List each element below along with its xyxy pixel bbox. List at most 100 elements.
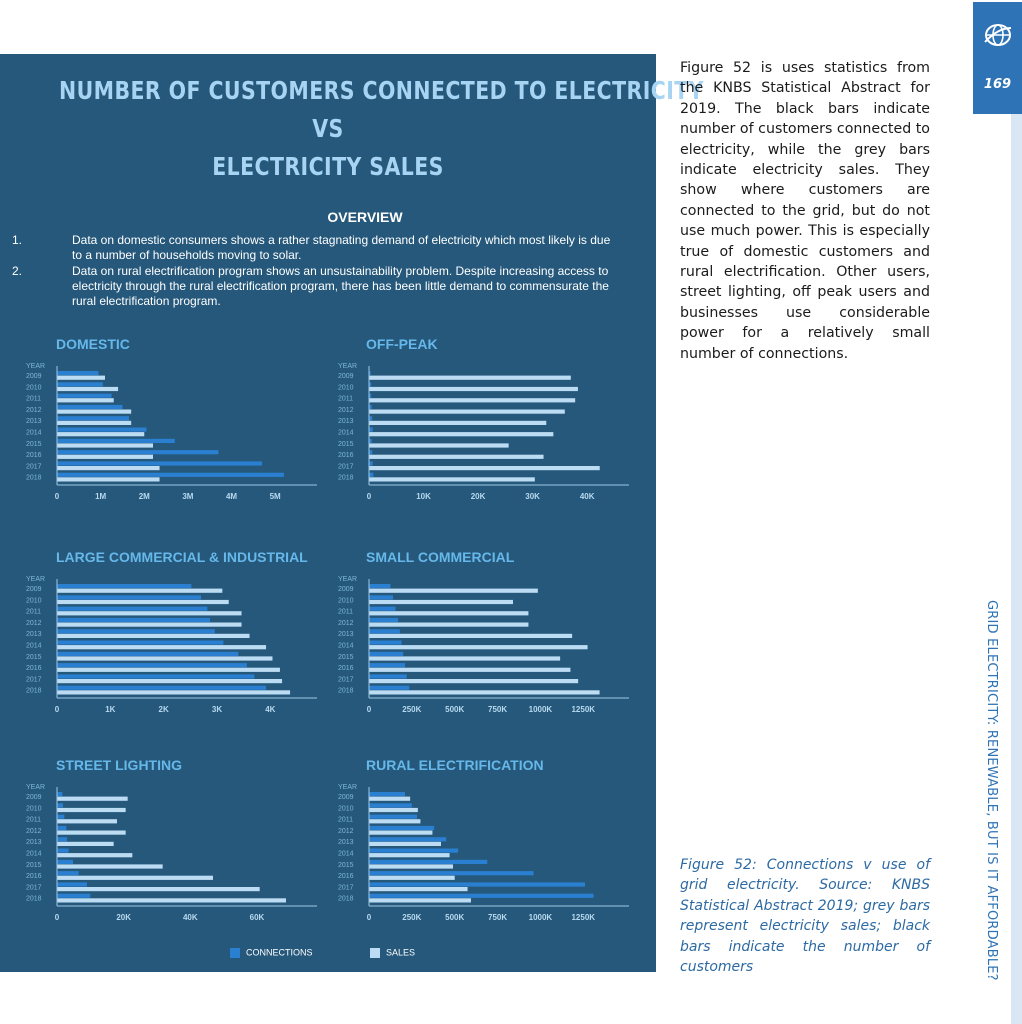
section-title: GRID ELECTRICITY: RENEWABLE, BUT IS IT A… <box>984 600 999 981</box>
bar-connections <box>369 371 371 376</box>
bar-sales <box>57 656 273 661</box>
infographic-panel: NUMBER OF CUSTOMERS CONNECTED TO ELECTRI… <box>0 54 703 972</box>
bar-sales <box>369 679 579 684</box>
bar-sales <box>57 386 119 392</box>
year-tick-label: 2013 <box>26 418 42 425</box>
year-tick-label: 2011 <box>26 396 41 403</box>
bar-sales <box>57 454 153 459</box>
bar-sales <box>369 420 547 425</box>
year-tick-label: 2013 <box>338 418 354 425</box>
bar-connections <box>57 825 67 831</box>
bar-sales <box>57 432 145 437</box>
x-tick-label: 750K <box>488 913 507 922</box>
year-tick-label: 2013 <box>26 631 42 638</box>
bar-connections <box>369 438 372 443</box>
title-line-2: VS <box>312 114 344 143</box>
bar-connections <box>57 371 99 376</box>
year-tick-label: 2016 <box>26 873 42 880</box>
year-tick-label: 2010 <box>26 805 42 812</box>
year-tick-label: 2017 <box>338 676 354 683</box>
bar-connections <box>369 382 372 387</box>
chart-street-lighting: YEAR 2009 2010 2011 2012 2013 2014 2015 2016 2017… <box>26 784 317 922</box>
page-number: 169 <box>983 77 1012 92</box>
bar-connections <box>57 674 255 679</box>
bar-connections <box>369 893 594 898</box>
bar-connections <box>57 893 91 898</box>
bar-connections <box>369 606 396 611</box>
bar-sales <box>57 853 133 858</box>
year-tick-label: 2009 <box>338 373 354 380</box>
x-tick-label: 1000K <box>529 913 553 922</box>
bar-connections <box>57 438 175 443</box>
x-tick-label: 0 <box>55 705 60 714</box>
side-strip <box>1011 114 1022 1024</box>
chart-title-small-commercial: SMALL COMMERCIAL <box>366 549 515 565</box>
bar-connections <box>369 450 373 455</box>
bar-connections <box>57 584 192 589</box>
year-tick-label: 2012 <box>26 828 42 835</box>
bar-connections <box>57 663 247 668</box>
year-tick-label: 2010 <box>338 597 354 604</box>
year-tick-label: 2018 <box>26 475 42 482</box>
bar-sales <box>57 807 126 813</box>
bar-sales <box>57 622 242 627</box>
legend-swatch-sales <box>370 947 380 958</box>
bar-connections <box>57 848 69 853</box>
year-tick-label: 2015 <box>338 654 354 661</box>
bar-sales <box>369 796 411 801</box>
year-tick-label: 2013 <box>338 839 354 846</box>
x-tick-label: 1000K <box>529 705 553 714</box>
x-tick-label: 3M <box>182 492 193 501</box>
bar-sales <box>369 667 571 672</box>
bar-connections <box>369 404 372 410</box>
year-tick-label: 2012 <box>26 620 42 627</box>
bar-sales <box>57 409 132 414</box>
chart-title-domestic: DOMESTIC <box>56 336 130 352</box>
x-tick-label: 30K <box>525 492 540 501</box>
bar-connections <box>369 792 405 797</box>
year-tick-label: 2010 <box>26 384 42 391</box>
chart-title-rural-electrification: RURAL ELECTRIFICATION <box>366 757 544 773</box>
bar-connections <box>369 837 447 842</box>
year-tick-label: 2011 <box>338 817 353 824</box>
bar-connections <box>57 404 123 410</box>
x-tick-label: 3K <box>212 705 222 714</box>
year-tick-label: 2012 <box>338 620 354 627</box>
x-tick-label: 1M <box>95 492 106 501</box>
globe-icon <box>984 24 1012 46</box>
x-tick-label: 5M <box>270 492 281 501</box>
bar-sales <box>369 611 529 616</box>
bar-connections <box>57 814 65 819</box>
x-tick-label: 1250K <box>571 913 595 922</box>
bar-sales <box>369 386 578 392</box>
bar-connections <box>369 629 400 634</box>
bar-sales <box>57 588 223 593</box>
bar-connections <box>369 685 410 690</box>
chart-title-street-lighting: STREET LIGHTING <box>56 757 182 773</box>
figure-caption: Figure 52: Connections v use of grid ele… <box>680 857 930 976</box>
bar-sales <box>369 588 538 593</box>
bar-sales <box>57 690 291 695</box>
bar-sales <box>57 864 163 869</box>
bar-connections <box>57 595 201 600</box>
year-axis-header: YEAR <box>26 576 45 583</box>
page-tab: 169 <box>973 2 1022 114</box>
bar-connections <box>369 461 373 466</box>
bar-connections <box>57 393 112 398</box>
chart-title-off-peak: OFF-PEAK <box>366 336 438 352</box>
year-tick-label: 2017 <box>26 884 42 891</box>
year-tick-label: 2014 <box>338 851 354 858</box>
year-tick-label: 2009 <box>338 794 354 801</box>
bar-sales <box>57 796 128 801</box>
bar-connections <box>369 393 372 398</box>
x-tick-label: 250K <box>402 705 421 714</box>
bar-sales <box>369 466 600 471</box>
bar-sales <box>369 398 576 403</box>
year-tick-label: 2011 <box>338 396 353 403</box>
bar-sales <box>369 633 573 638</box>
legend-item-connections: CONNECTIONS <box>230 942 313 961</box>
x-tick-label: 0 <box>367 705 372 714</box>
overview-item-number: 1. <box>12 233 23 247</box>
overview-item-text: Data on domestic consumers shows a rathe… <box>72 233 611 262</box>
year-tick-label: 2011 <box>26 609 41 616</box>
